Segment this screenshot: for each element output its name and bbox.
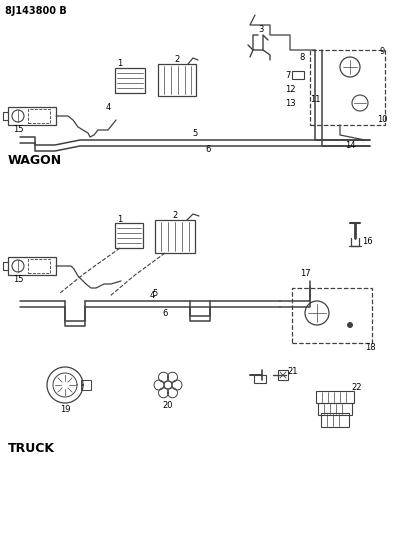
Text: WAGON: WAGON xyxy=(8,155,62,167)
Text: 4: 4 xyxy=(105,102,111,111)
Bar xyxy=(158,64,196,96)
Text: 6: 6 xyxy=(162,309,168,318)
Text: 14: 14 xyxy=(345,141,355,149)
Text: 13: 13 xyxy=(285,99,295,108)
Text: 8: 8 xyxy=(299,52,305,61)
Text: 5: 5 xyxy=(152,289,158,298)
Text: 11: 11 xyxy=(310,95,320,104)
Text: 19: 19 xyxy=(60,405,70,414)
Text: 9: 9 xyxy=(379,46,384,55)
Text: 10: 10 xyxy=(377,116,387,125)
Bar xyxy=(310,50,385,125)
Circle shape xyxy=(347,322,353,328)
Bar xyxy=(28,259,50,273)
Text: 1: 1 xyxy=(117,214,123,223)
Bar xyxy=(278,370,288,380)
Bar xyxy=(316,391,354,403)
Text: 21: 21 xyxy=(288,367,298,376)
Text: 5: 5 xyxy=(192,128,198,138)
Bar xyxy=(292,288,372,343)
Bar xyxy=(292,71,304,79)
Text: 3: 3 xyxy=(258,26,264,35)
Text: 4: 4 xyxy=(149,290,155,300)
Text: 15: 15 xyxy=(13,125,23,134)
Bar xyxy=(155,220,195,253)
Bar xyxy=(8,107,56,125)
Bar xyxy=(115,68,145,93)
Text: 18: 18 xyxy=(365,343,375,352)
Text: 8J143800 B: 8J143800 B xyxy=(5,6,67,16)
Bar xyxy=(81,380,91,390)
Bar xyxy=(8,257,56,275)
Text: 20: 20 xyxy=(163,400,173,409)
Text: 6: 6 xyxy=(205,146,211,155)
Text: 17: 17 xyxy=(300,269,310,278)
Text: 12: 12 xyxy=(285,85,295,94)
Text: TRUCK: TRUCK xyxy=(8,441,55,455)
Text: 7: 7 xyxy=(285,70,291,79)
Text: 1: 1 xyxy=(117,59,123,68)
Bar xyxy=(318,403,352,415)
Text: 15: 15 xyxy=(13,276,23,285)
Bar xyxy=(321,413,349,427)
Bar xyxy=(115,223,143,248)
Text: 22: 22 xyxy=(352,383,362,392)
Text: 2: 2 xyxy=(172,212,178,221)
Bar xyxy=(254,375,266,383)
Text: 16: 16 xyxy=(362,238,372,246)
Bar xyxy=(28,109,50,123)
Text: 2: 2 xyxy=(174,55,179,64)
